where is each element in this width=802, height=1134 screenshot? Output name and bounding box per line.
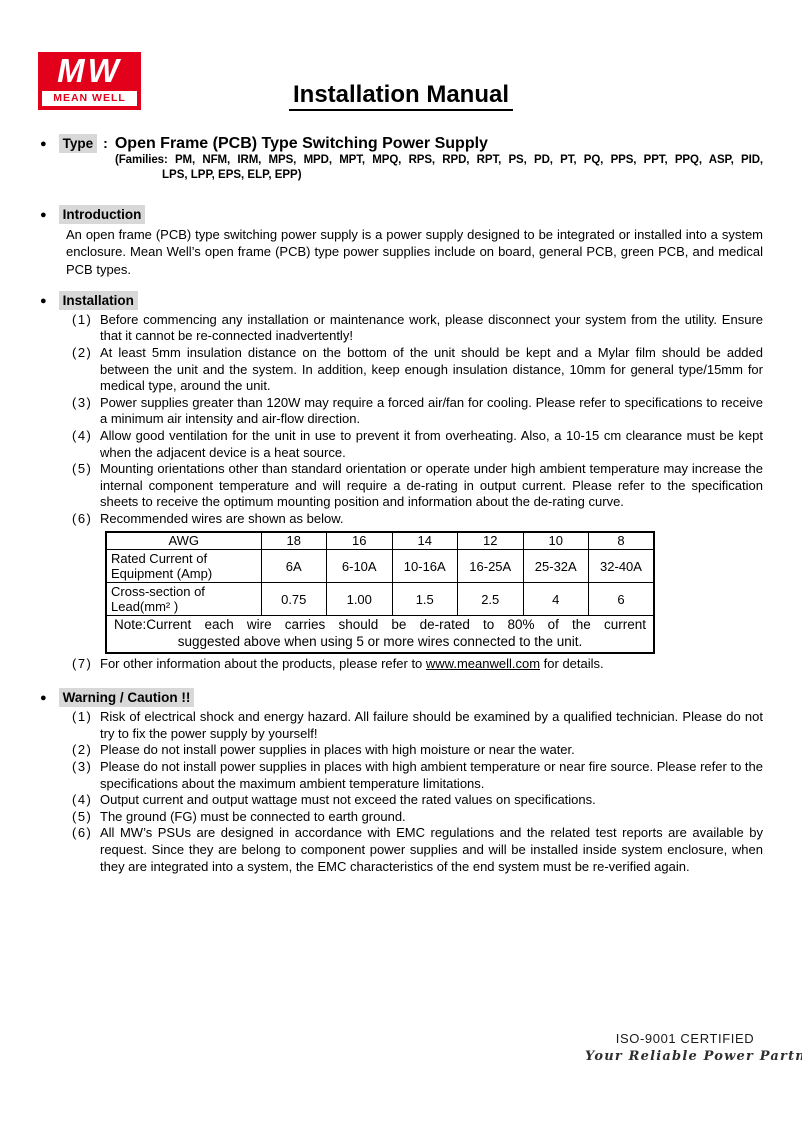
type-colon: : bbox=[103, 135, 108, 151]
item-marker: (6) bbox=[72, 825, 93, 841]
list-item: (5) Mounting orientations other than sta… bbox=[72, 461, 763, 511]
item-marker: (2) bbox=[72, 742, 93, 758]
item-text: Mounting orientations other than standar… bbox=[100, 461, 763, 510]
bullet-icon: ● bbox=[40, 209, 47, 221]
list-item: (4) Allow good ventilation for the unit … bbox=[72, 428, 763, 461]
item-marker: (4) bbox=[72, 792, 93, 808]
slogan-text: Your Reliable Power Partner bbox=[585, 1049, 802, 1064]
table-cell: 16-25A bbox=[457, 549, 524, 584]
page-title: Installation Manual bbox=[288, 82, 514, 111]
table-note-row: Note:Current each wire carries should be… bbox=[105, 615, 655, 654]
section-warning-heading: ● Warning / Caution !! bbox=[40, 688, 802, 708]
list-item: (3) Please do not install power supplies… bbox=[72, 759, 763, 792]
item-marker: (3) bbox=[72, 758, 93, 774]
table-header-cell: 10 bbox=[522, 531, 589, 551]
item-marker: (5) bbox=[72, 808, 93, 824]
table-header-cell: 12 bbox=[457, 531, 524, 551]
table-cell: 2.5 bbox=[457, 582, 524, 617]
table-cell: 4 bbox=[522, 582, 589, 617]
families-line-2: LPS, LPP, EPS, ELP, EPP) bbox=[162, 169, 302, 181]
item-text: Power supplies greater than 120W may req… bbox=[100, 394, 763, 427]
item-text: for details. bbox=[540, 655, 604, 671]
installation-label: Installation bbox=[58, 290, 138, 310]
item-text: At least 5mm insulation distance on the … bbox=[100, 345, 763, 394]
bullet-icon: ● bbox=[40, 692, 47, 705]
item-marker: (2) bbox=[72, 345, 93, 361]
table-header-cell: AWG bbox=[105, 531, 262, 551]
footer: ISO-9001 CERTIFIED Your Reliable Power P… bbox=[585, 1031, 802, 1064]
list-item: (6) All MW’s PSUs are designed in accord… bbox=[72, 825, 763, 875]
item-marker: (6) bbox=[72, 511, 93, 527]
introduction-label: Introduction bbox=[58, 205, 146, 224]
type-title: Open Frame (PCB) Type Switching Power Su… bbox=[114, 135, 488, 152]
iso-certified-text: ISO-9001 CERTIFIED bbox=[615, 1031, 755, 1046]
table-header-cell: 8 bbox=[588, 531, 655, 551]
meanwell-link[interactable]: www.meanwell.com bbox=[425, 655, 541, 671]
table-row: Cross-section of Lead(mm² ) 0.75 1.00 1.… bbox=[105, 582, 655, 617]
item-marker: (5) bbox=[72, 461, 93, 477]
installation-items: (1) Before commencing any installation o… bbox=[72, 312, 763, 672]
document-content: ● Type : Open Frame (PCB) Type Switching… bbox=[40, 134, 802, 875]
table-cell: 6A bbox=[260, 549, 327, 584]
logo-brand-text: MEAN WELL bbox=[42, 91, 137, 106]
item-text: Recommended wires are shown as below. bbox=[100, 511, 344, 527]
table-cell: 0.75 bbox=[260, 582, 327, 617]
item-text: All MW’s PSUs are designed in accordance… bbox=[100, 825, 763, 874]
table-row: Rated Current of Equipment (Amp) 6A 6-10… bbox=[105, 549, 655, 584]
warning-label: Warning / Caution !! bbox=[58, 688, 195, 708]
table-cell: 25-32A bbox=[522, 549, 589, 584]
item-text: For other information about the products… bbox=[100, 655, 426, 671]
table-cell: 32-40A bbox=[588, 549, 655, 584]
item-text: Allow good ventilation for the unit in u… bbox=[100, 428, 763, 460]
item-text: Before commencing any installation or ma… bbox=[100, 311, 763, 344]
type-label: Type bbox=[58, 134, 98, 153]
section-type-heading: ● Type : Open Frame (PCB) Type Switching… bbox=[40, 134, 802, 153]
item-marker: (4) bbox=[72, 428, 93, 444]
bullet-icon: ● bbox=[40, 294, 47, 307]
list-item: (3) Power supplies greater than 120W may… bbox=[72, 395, 763, 428]
table-header-row: AWG 18 16 14 12 10 8 bbox=[105, 531, 655, 551]
list-item: (2) At least 5mm insulation distance on … bbox=[72, 345, 763, 395]
note-line-1: Note:Current each wire carries should be… bbox=[114, 617, 646, 633]
warning-items: (1) Risk of electrical shock and energy … bbox=[72, 709, 763, 875]
table-cell: 10-16A bbox=[391, 549, 458, 584]
item-marker: (1) bbox=[72, 311, 93, 327]
list-item: (1) Before commencing any installation o… bbox=[72, 312, 763, 345]
table-header-cell: 18 bbox=[260, 531, 327, 551]
logo-mw-text: MW bbox=[57, 52, 122, 89]
item-marker: (3) bbox=[72, 394, 93, 410]
item-text: The ground (FG) must be connected to ear… bbox=[100, 808, 406, 824]
item-text: Output current and output wattage must n… bbox=[100, 792, 596, 808]
list-item: (2) Please do not install power supplies… bbox=[72, 742, 763, 759]
families-line-1: (Families: PM, NFM, IRM, MPS, MPD, MPT, … bbox=[115, 154, 763, 166]
table-cell: 1.00 bbox=[326, 582, 393, 617]
item-marker: (1) bbox=[72, 709, 93, 725]
list-item: (6) Recommended wires are shown as below… bbox=[72, 511, 763, 528]
item-text: Please do not install power supplies in … bbox=[100, 742, 575, 758]
table-header-cell: 14 bbox=[391, 531, 458, 551]
table-cell: 6-10A bbox=[326, 549, 393, 584]
meanwell-logo: MW MEAN WELL bbox=[38, 52, 141, 110]
title-container: Installation Manual bbox=[0, 82, 802, 111]
table-cell: 6 bbox=[588, 582, 655, 617]
item-text: Risk of electrical shock and energy haza… bbox=[100, 709, 763, 741]
section-introduction-heading: ● Introduction bbox=[40, 205, 802, 224]
item-marker: (7) bbox=[72, 655, 93, 671]
table-row-label: Rated Current of Equipment (Amp) bbox=[105, 549, 262, 584]
list-item: (5) The ground (FG) must be connected to… bbox=[72, 809, 763, 826]
list-item: (1) Risk of electrical shock and energy … bbox=[72, 709, 763, 742]
item-text: Please do not install power supplies in … bbox=[100, 758, 763, 791]
list-item: (7) For other information about the produ… bbox=[72, 656, 763, 673]
list-item: (4) Output current and output wattage mu… bbox=[72, 792, 763, 809]
bullet-icon: ● bbox=[40, 138, 47, 150]
table-header-cell: 16 bbox=[326, 531, 393, 551]
table-cell: 1.5 bbox=[391, 582, 458, 617]
section-installation-heading: ● Installation bbox=[40, 290, 802, 310]
introduction-paragraph: An open frame (PCB) type switching power… bbox=[66, 227, 763, 277]
table-row-label: Cross-section of Lead(mm² ) bbox=[105, 582, 262, 617]
wire-gauge-table: AWG 18 16 14 12 10 8 Rated Current of Eq… bbox=[105, 530, 655, 654]
note-line-2: suggested above when using 5 or more wir… bbox=[177, 633, 583, 649]
table-note-cell: Note:Current each wire carries should be… bbox=[105, 615, 655, 654]
